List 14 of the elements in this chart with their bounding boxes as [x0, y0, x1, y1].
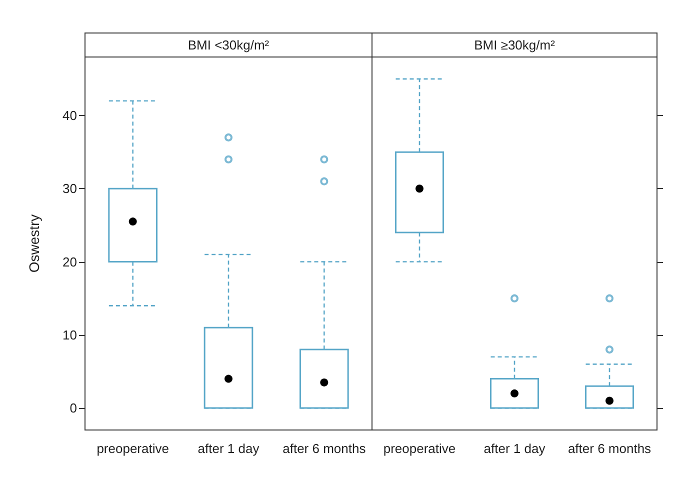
x-tick-label: after 1 day: [484, 441, 546, 456]
chart-title: BMI <30kg/m²: [188, 38, 270, 52]
y-tick-label: 0: [70, 400, 77, 416]
y-tick-label: 20: [62, 254, 77, 270]
x-tick-label: after 1 day: [198, 441, 260, 456]
chart-title: BMI ≥30kg/m²: [474, 38, 556, 52]
y-axis-title: Oswestry: [26, 214, 42, 273]
y-tick-label: 40: [62, 108, 77, 124]
x-tick-label: after 6 months: [568, 441, 652, 456]
x-tick-label: preoperative: [96, 441, 169, 456]
x-tick-label: after 6 months: [282, 441, 366, 456]
y-tick-label: 10: [62, 327, 77, 342]
x-tick-label: preoperative: [383, 441, 456, 456]
y-tick-label: 30: [62, 181, 77, 196]
